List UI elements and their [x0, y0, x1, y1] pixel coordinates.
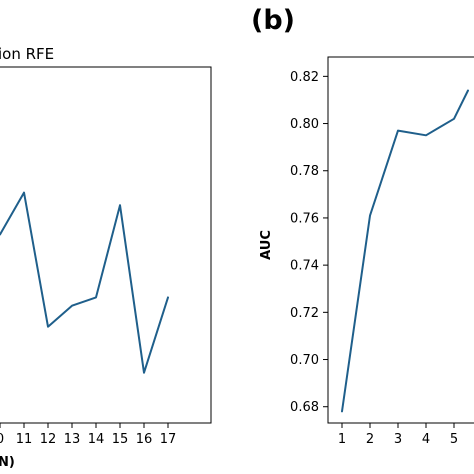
right-x-tick-label: 2 — [366, 432, 374, 447]
left-x-tick-label: 15 — [112, 432, 129, 447]
left-x-tick-label: 16 — [136, 432, 153, 447]
left-x-tick-label: 17 — [160, 432, 177, 447]
right-y-tick-label: 0.82 — [290, 70, 319, 85]
right-y-tick-labels: 0.68 0.70 0.72 0.74 0.76 0.78 0.80 0.82 — [290, 70, 319, 415]
right-y-tick-label: 0.78 — [290, 164, 319, 179]
left-plot-frame — [0, 66, 212, 424]
left-x-tick-label: 0 — [0, 432, 4, 447]
right-y-tick-label: 0.68 — [290, 400, 319, 415]
right-plot-frame — [327, 56, 474, 424]
right-x-tick-labels: 1 2 3 4 5 — [338, 432, 458, 447]
right-y-tick-label: 0.80 — [290, 117, 319, 132]
left-chart-panel: ion RFE 0 11 12 13 14 15 16 17 N) — [0, 45, 212, 470]
right-y-ticks — [323, 75, 328, 408]
left-x-tick-label: 13 — [64, 432, 81, 447]
right-y-tick-label: 0.76 — [290, 211, 319, 226]
left-x-tick-label: 11 — [16, 432, 33, 447]
right-series-line — [341, 89, 469, 413]
right-y-tick-label: 0.72 — [290, 306, 319, 321]
right-x-tick-label: 5 — [450, 432, 458, 447]
left-chart-title: ion RFE — [0, 45, 54, 63]
right-chart-panel: (b) 0.68 0.70 0.72 0.74 0.76 0.78 0.80 0.82 1 2 3… — [251, 5, 474, 447]
right-y-tick-label: 0.70 — [290, 353, 319, 368]
right-x-tick-label: 1 — [338, 432, 346, 447]
right-x-tick-label: 3 — [394, 432, 402, 447]
left-x-tick-labels: 0 11 12 13 14 15 16 17 — [0, 432, 176, 447]
left-x-tick-label: 14 — [88, 432, 105, 447]
left-x-axis-label: N) — [0, 455, 15, 470]
left-x-tick-label: 12 — [40, 432, 57, 447]
right-y-tick-label: 0.74 — [290, 259, 319, 274]
right-x-ticks — [341, 423, 455, 428]
panel-label-b: (b) — [251, 5, 295, 36]
right-x-tick-label: 4 — [422, 432, 430, 447]
left-series-line — [0, 191, 169, 374]
right-y-axis-label: AUC — [259, 230, 274, 260]
left-x-ticks — [0, 423, 169, 428]
